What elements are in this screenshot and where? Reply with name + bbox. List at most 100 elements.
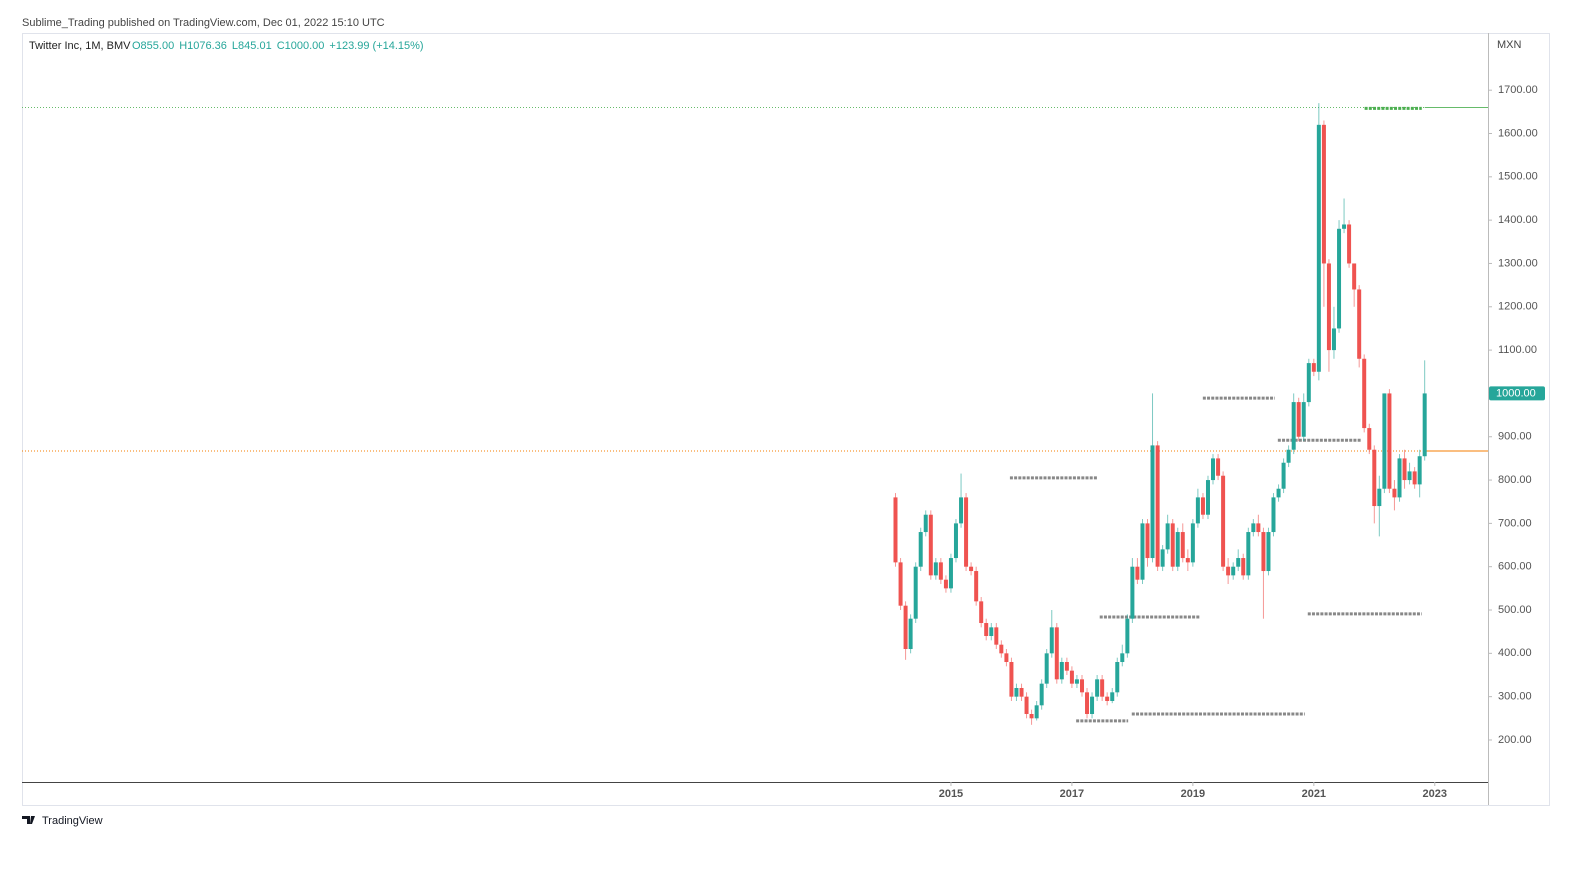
x-tick-label: 2017: [1060, 788, 1084, 800]
y-tick-label: 900.00: [1498, 431, 1532, 443]
candle-body: [1266, 532, 1271, 572]
candle-body: [898, 562, 903, 606]
candle-body: [999, 644, 1004, 654]
candle-body: [1422, 393, 1427, 457]
candle-body: [1407, 471, 1412, 481]
candle-body: [1145, 523, 1150, 559]
x-tick-label: 2019: [1181, 788, 1205, 800]
y-tick-label: 700.00: [1498, 517, 1532, 529]
brand-logo: [22, 816, 35, 824]
candle-body: [948, 558, 953, 589]
candle-body: [1185, 558, 1190, 563]
candle-body: [959, 497, 964, 524]
candle-body: [953, 523, 958, 559]
candle-body: [1135, 566, 1140, 580]
candle-body: [1352, 263, 1357, 290]
legend-value: L845.01: [232, 40, 272, 52]
candle-body: [908, 618, 913, 650]
candle-body: [1296, 402, 1301, 437]
y-tick-label: 1300.00: [1498, 257, 1538, 269]
currency: MXN: [1497, 39, 1522, 51]
candle-body: [1251, 523, 1256, 533]
candle-body: [1301, 402, 1306, 437]
candle-body: [1337, 228, 1342, 329]
candle-body: [1211, 458, 1216, 481]
candle-body: [1342, 224, 1347, 229]
candle-body: [1372, 449, 1377, 507]
candle-body: [918, 532, 923, 567]
candle-body: [923, 514, 928, 533]
candle-body: [1059, 662, 1064, 680]
candle-body: [1090, 696, 1095, 714]
candle-body: [1271, 497, 1276, 533]
y-tick-label: 200.00: [1498, 734, 1532, 746]
candle-body: [1180, 532, 1185, 559]
candle-body: [989, 627, 994, 637]
candle-body: [1256, 523, 1261, 533]
candle-body: [1331, 328, 1336, 351]
candle-body: [1286, 449, 1291, 463]
candle-body: [1216, 458, 1221, 476]
candle-body: [1105, 696, 1110, 701]
candle-body: [1165, 523, 1170, 550]
y-tick-label: 500.00: [1498, 604, 1532, 616]
y-tick-label: 1400.00: [1498, 214, 1538, 226]
chart-frame: [22, 33, 1550, 806]
candle-body: [1120, 653, 1125, 663]
candle-body: [974, 571, 979, 602]
candle-body: [1095, 679, 1100, 697]
candle-body: [1160, 549, 1165, 567]
symbol: Twitter Inc, 1M, BMV: [29, 40, 131, 52]
candle-body: [1205, 480, 1210, 515]
candle-body: [1150, 445, 1155, 559]
candle-body: [1306, 363, 1311, 403]
candle-body: [1231, 566, 1236, 576]
candle-body: [1175, 532, 1180, 567]
last-price-box: [1489, 386, 1545, 401]
candle-body: [1080, 679, 1085, 693]
y-tick-label: 400.00: [1498, 647, 1532, 659]
candle-body: [1054, 627, 1059, 680]
candle-body: [943, 579, 948, 589]
candle-body: [1100, 679, 1105, 697]
candle-body: [1140, 523, 1145, 580]
candle-body: [1246, 532, 1251, 576]
candle-body: [1321, 124, 1326, 264]
candle-body: [1392, 488, 1397, 498]
candle-body: [1029, 713, 1034, 719]
y-tick-label: 800.00: [1498, 474, 1532, 486]
candle-body: [1014, 687, 1019, 697]
legend-value: H1076.36: [179, 40, 227, 52]
y-tick-label: 600.00: [1498, 561, 1532, 573]
candle-body: [1362, 358, 1367, 429]
candle-body: [1276, 488, 1281, 498]
y-tick-label: 1200.00: [1498, 301, 1538, 313]
candle-body: [1347, 224, 1352, 264]
candle-body: [1402, 458, 1407, 481]
candle-body: [1382, 393, 1387, 489]
candle-body: [1200, 497, 1205, 515]
brand: TradingView: [42, 815, 103, 827]
candle-body: [1085, 692, 1090, 714]
candle-body: [1110, 692, 1115, 701]
candle-body: [994, 627, 999, 645]
candle-body: [1019, 687, 1024, 697]
candle-body: [1064, 662, 1069, 671]
candle-body: [1125, 618, 1130, 654]
x-tick-label: 2021: [1302, 788, 1326, 800]
published-note: Sublime_Trading published on TradingView…: [22, 17, 385, 29]
candle-body: [933, 562, 938, 576]
candle-body: [1387, 393, 1392, 489]
candle-body: [979, 601, 984, 624]
x-tick-label: 2015: [939, 788, 963, 800]
candle-body: [1074, 679, 1079, 684]
candle-body: [1004, 653, 1009, 663]
candle-body: [964, 497, 969, 567]
candle-body: [1241, 558, 1246, 576]
candle-body: [1024, 696, 1029, 714]
candle-body: [1326, 263, 1331, 351]
candle-body: [903, 605, 908, 650]
legend-value: O855.00: [132, 40, 174, 52]
